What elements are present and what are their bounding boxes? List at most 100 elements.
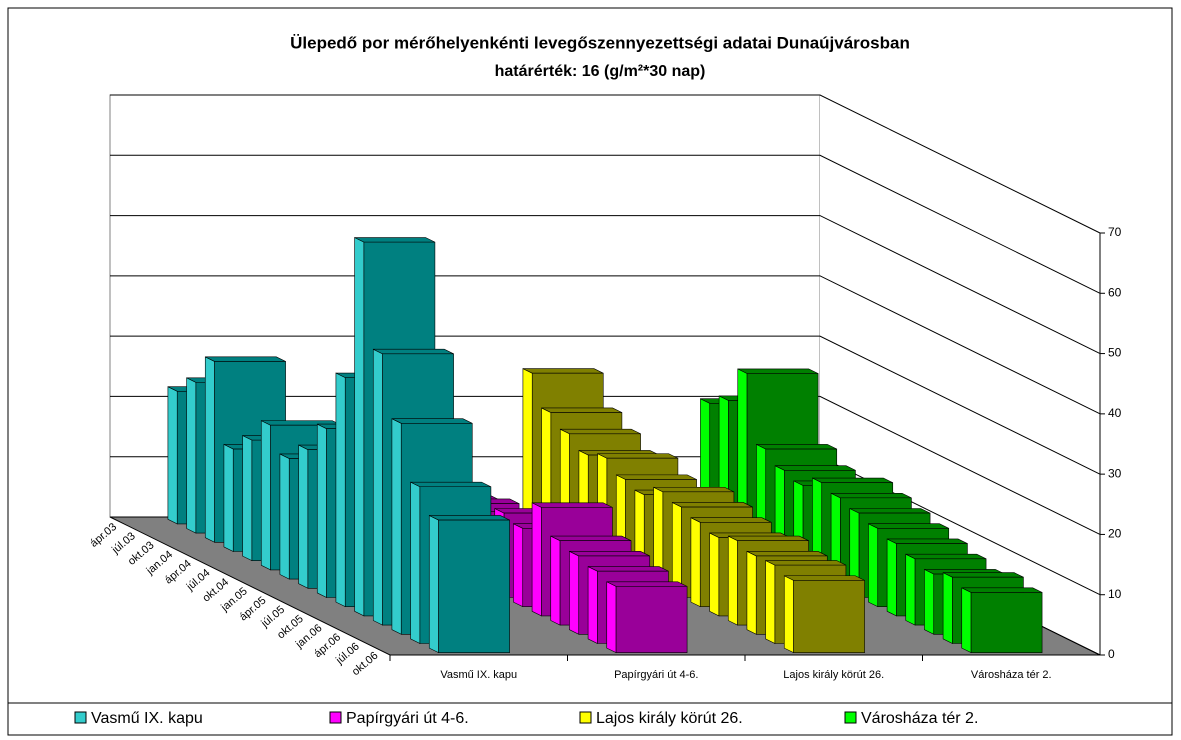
bar-top bbox=[830, 492, 912, 499]
bar-top bbox=[531, 502, 613, 508]
bar bbox=[961, 587, 1043, 654]
bar-side bbox=[961, 587, 972, 654]
y-tick-label: 20 bbox=[1108, 527, 1122, 541]
chart-title: Ülepedő por mérőhelyenkénti levegőszenny… bbox=[290, 33, 910, 52]
bar-front bbox=[438, 519, 510, 654]
bar-top bbox=[774, 465, 856, 471]
bar-side bbox=[924, 568, 935, 635]
bar-top bbox=[868, 523, 949, 529]
bar-front bbox=[793, 580, 865, 654]
bar-top bbox=[205, 356, 286, 362]
bar-side bbox=[410, 481, 421, 644]
x-label: Papírgyári út 4-6. bbox=[614, 669, 698, 681]
bar-side bbox=[569, 550, 580, 635]
bar-side bbox=[606, 581, 617, 654]
bar-side bbox=[522, 368, 533, 525]
grid-line bbox=[110, 154, 1101, 294]
grid-line bbox=[110, 275, 1101, 415]
y-tick-label: 50 bbox=[1108, 346, 1122, 360]
x-label: Lajos király körút 26. bbox=[783, 669, 884, 681]
bar-top bbox=[616, 474, 697, 480]
bar-side bbox=[279, 453, 290, 580]
bar-side bbox=[242, 435, 253, 562]
bar-top bbox=[653, 486, 735, 493]
bar-side bbox=[709, 532, 720, 617]
bar-top bbox=[522, 368, 604, 374]
y-tick-label: 40 bbox=[1108, 406, 1122, 420]
bar-top bbox=[942, 572, 1024, 578]
legend-swatch bbox=[579, 711, 592, 724]
bar-side bbox=[513, 523, 524, 608]
bar-top bbox=[354, 237, 436, 243]
bar-side bbox=[746, 550, 757, 635]
legend-label: Lajos király körút 26. bbox=[596, 710, 743, 727]
bar-side bbox=[335, 372, 346, 608]
bar-top bbox=[429, 515, 510, 521]
bar-top bbox=[560, 428, 641, 435]
bar-side bbox=[727, 535, 738, 626]
y-tick-label: 60 bbox=[1108, 285, 1122, 299]
bar-top bbox=[849, 508, 931, 514]
bar-side bbox=[942, 572, 953, 644]
bar-top bbox=[672, 502, 753, 508]
bar-top bbox=[597, 453, 679, 459]
bar-front bbox=[970, 592, 1043, 654]
bar-top bbox=[905, 553, 987, 560]
bar-side bbox=[372, 348, 383, 626]
legend-swatch bbox=[329, 711, 342, 724]
bar-top bbox=[373, 348, 454, 355]
bar-top bbox=[569, 551, 650, 557]
bar bbox=[606, 581, 688, 654]
bar-top bbox=[756, 444, 837, 450]
bar-side bbox=[260, 420, 271, 571]
bar-side bbox=[167, 386, 178, 525]
y-tick-label: 0 bbox=[1108, 647, 1115, 661]
bar-top bbox=[550, 535, 632, 542]
chart-subtitle: határérték: 16 (g/m²*30 nap) bbox=[495, 63, 706, 80]
bar-side bbox=[428, 514, 439, 654]
bar-top bbox=[886, 538, 968, 544]
bar-side bbox=[886, 538, 897, 617]
bar-side bbox=[316, 423, 327, 598]
grid-line bbox=[110, 215, 1101, 355]
bar-top bbox=[391, 418, 473, 424]
legend-label: Papírgyári út 4-6. bbox=[346, 710, 469, 727]
legend-label: Vasmű IX. kapu bbox=[91, 710, 203, 727]
bar-top bbox=[410, 481, 492, 488]
bar-side bbox=[391, 418, 402, 635]
bar-side bbox=[550, 535, 561, 626]
bar-side bbox=[690, 517, 701, 608]
bar-side bbox=[204, 356, 215, 543]
legend-swatch bbox=[74, 711, 87, 724]
bar-side bbox=[186, 377, 197, 534]
bar-side bbox=[868, 523, 879, 608]
legend-label: Városháza tér 2. bbox=[861, 710, 978, 727]
bar-top bbox=[606, 581, 688, 587]
bar-top bbox=[587, 566, 669, 572]
bar-top bbox=[728, 535, 809, 542]
bar-top bbox=[812, 477, 893, 483]
y-tick-label: 30 bbox=[1108, 466, 1122, 480]
bar-side bbox=[765, 560, 776, 644]
bar-side bbox=[298, 444, 309, 589]
bar-top bbox=[737, 368, 819, 374]
legend-swatch bbox=[844, 711, 857, 724]
y-tick-label: 10 bbox=[1108, 587, 1122, 601]
x-label: Városháza tér 2. bbox=[971, 669, 1052, 681]
bar bbox=[783, 575, 865, 654]
bar-top bbox=[746, 551, 828, 557]
grid-line bbox=[110, 335, 1101, 475]
bar-front bbox=[615, 586, 688, 654]
y-tick-label: 70 bbox=[1108, 225, 1122, 239]
bar-side bbox=[587, 566, 598, 644]
bar-side bbox=[783, 575, 794, 654]
bar-top bbox=[765, 560, 847, 566]
bar-top bbox=[690, 517, 772, 523]
bar-top bbox=[784, 575, 865, 581]
bar-side bbox=[354, 237, 365, 617]
bar-side bbox=[223, 443, 234, 552]
bar-side bbox=[905, 553, 916, 626]
bar-top bbox=[541, 407, 623, 413]
bar bbox=[428, 514, 510, 654]
